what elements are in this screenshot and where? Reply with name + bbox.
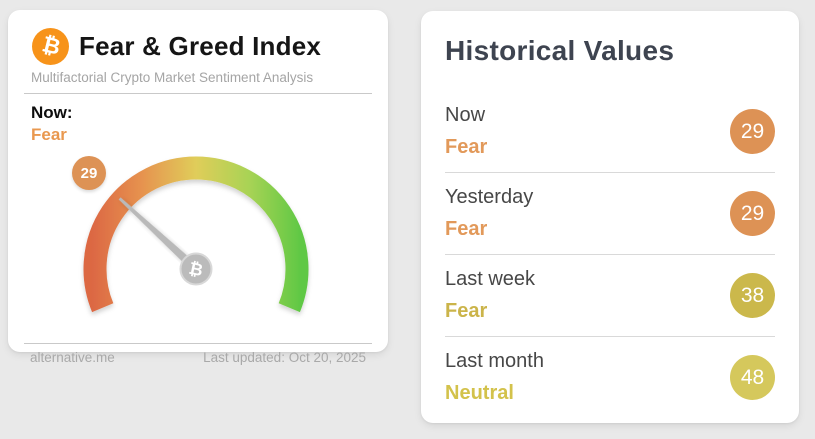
history-period-label: Last week xyxy=(445,268,536,290)
history-period-label: Yesterday xyxy=(445,186,534,208)
historical-values-list: Now Fear 29 Yesterday Fear 29 Last week … xyxy=(445,91,775,418)
bitcoin-glyph: ₿ xyxy=(38,31,63,61)
history-row-last-month: Last month Neutral 48 xyxy=(445,336,775,418)
now-label: Now: xyxy=(31,103,73,122)
gauge-hub: ₿ xyxy=(179,252,213,286)
divider xyxy=(24,93,372,94)
divider xyxy=(24,343,372,344)
subtitle: Multifactorial Crypto Market Sentiment A… xyxy=(31,70,314,85)
bitcoin-icon: ₿ xyxy=(32,28,69,65)
gauge-arc xyxy=(83,156,309,313)
history-value-badge: 38 xyxy=(730,273,775,318)
history-value-badge: 29 xyxy=(730,109,775,154)
history-period-label: Last month xyxy=(445,350,544,372)
history-period-label: Now xyxy=(445,104,486,126)
history-classification: Neutral xyxy=(445,382,514,404)
card-header: ₿ Fear & Greed Index xyxy=(32,28,372,65)
gauge-needle xyxy=(118,197,200,273)
last-updated-text: Last updated: Oct 20, 2025 xyxy=(203,350,366,365)
fear-greed-card: ₿ Fear & Greed Index Multifactorial Cryp… xyxy=(8,10,388,365)
history-classification: Fear xyxy=(445,300,488,322)
gauge-container: ₿ 29 xyxy=(54,145,334,335)
historical-values-title: Historical Values xyxy=(445,35,675,66)
history-classification: Fear xyxy=(445,218,488,240)
history-row-yesterday: Yesterday Fear 29 xyxy=(445,172,775,254)
gauge: ₿ xyxy=(83,156,309,313)
history-value-badge: 29 xyxy=(730,191,775,236)
historical-values-card: Historical Values Now Fear 29 Yesterday … xyxy=(421,11,799,423)
source-link[interactable]: alternative.me xyxy=(30,350,115,365)
history-value-badge: 48 xyxy=(730,355,775,400)
gauge-value-badge: 29 xyxy=(72,156,106,190)
card-footer: alternative.me Last updated: Oct 20, 202… xyxy=(24,350,372,365)
hub-bitcoin-icon: ₿ xyxy=(187,259,205,281)
page-title: Fear & Greed Index xyxy=(79,31,322,61)
history-row-now: Now Fear 29 xyxy=(445,91,775,172)
now-classification: Fear xyxy=(31,125,67,144)
history-row-last-week: Last week Fear 38 xyxy=(445,254,775,336)
history-classification: Fear xyxy=(445,136,488,158)
